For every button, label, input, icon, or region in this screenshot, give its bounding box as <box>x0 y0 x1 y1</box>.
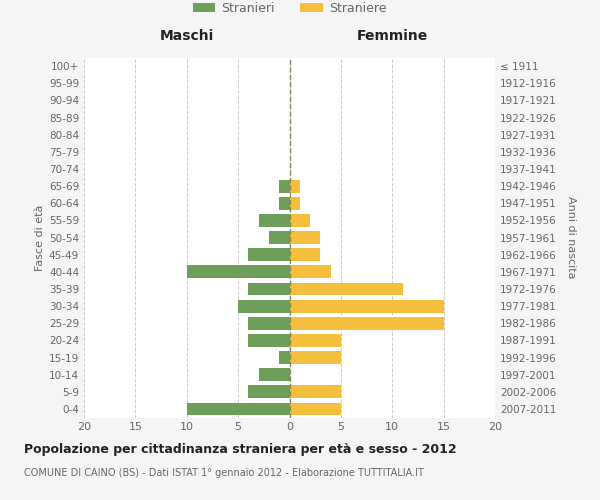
Bar <box>248 334 290 347</box>
Bar <box>290 317 443 330</box>
Bar <box>238 300 290 312</box>
Bar <box>187 266 290 278</box>
Bar <box>279 180 290 192</box>
Bar <box>259 368 290 381</box>
Bar <box>248 282 290 296</box>
Legend: Stranieri, Straniere: Stranieri, Straniere <box>193 2 386 15</box>
Text: Popolazione per cittadinanza straniera per età e sesso - 2012: Popolazione per cittadinanza straniera p… <box>24 442 457 456</box>
Bar <box>248 386 290 398</box>
Bar <box>290 231 320 244</box>
Bar <box>290 266 331 278</box>
Bar <box>187 402 290 415</box>
Y-axis label: Fasce di età: Fasce di età <box>35 204 45 270</box>
Y-axis label: Anni di nascita: Anni di nascita <box>566 196 576 279</box>
Text: Femmine: Femmine <box>356 29 428 43</box>
Bar <box>290 386 341 398</box>
Bar <box>290 402 341 415</box>
Bar <box>279 351 290 364</box>
Bar <box>290 197 300 209</box>
Bar <box>290 351 341 364</box>
Bar <box>279 197 290 209</box>
Bar <box>290 180 300 192</box>
Bar <box>259 214 290 227</box>
Bar <box>290 214 310 227</box>
Text: Maschi: Maschi <box>160 29 214 43</box>
Bar <box>269 231 290 244</box>
Text: COMUNE DI CAINO (BS) - Dati ISTAT 1° gennaio 2012 - Elaborazione TUTTITALIA.IT: COMUNE DI CAINO (BS) - Dati ISTAT 1° gen… <box>24 468 424 477</box>
Bar <box>290 282 403 296</box>
Bar <box>290 334 341 347</box>
Bar <box>290 300 443 312</box>
Bar <box>290 248 320 261</box>
Bar <box>248 317 290 330</box>
Bar <box>248 248 290 261</box>
